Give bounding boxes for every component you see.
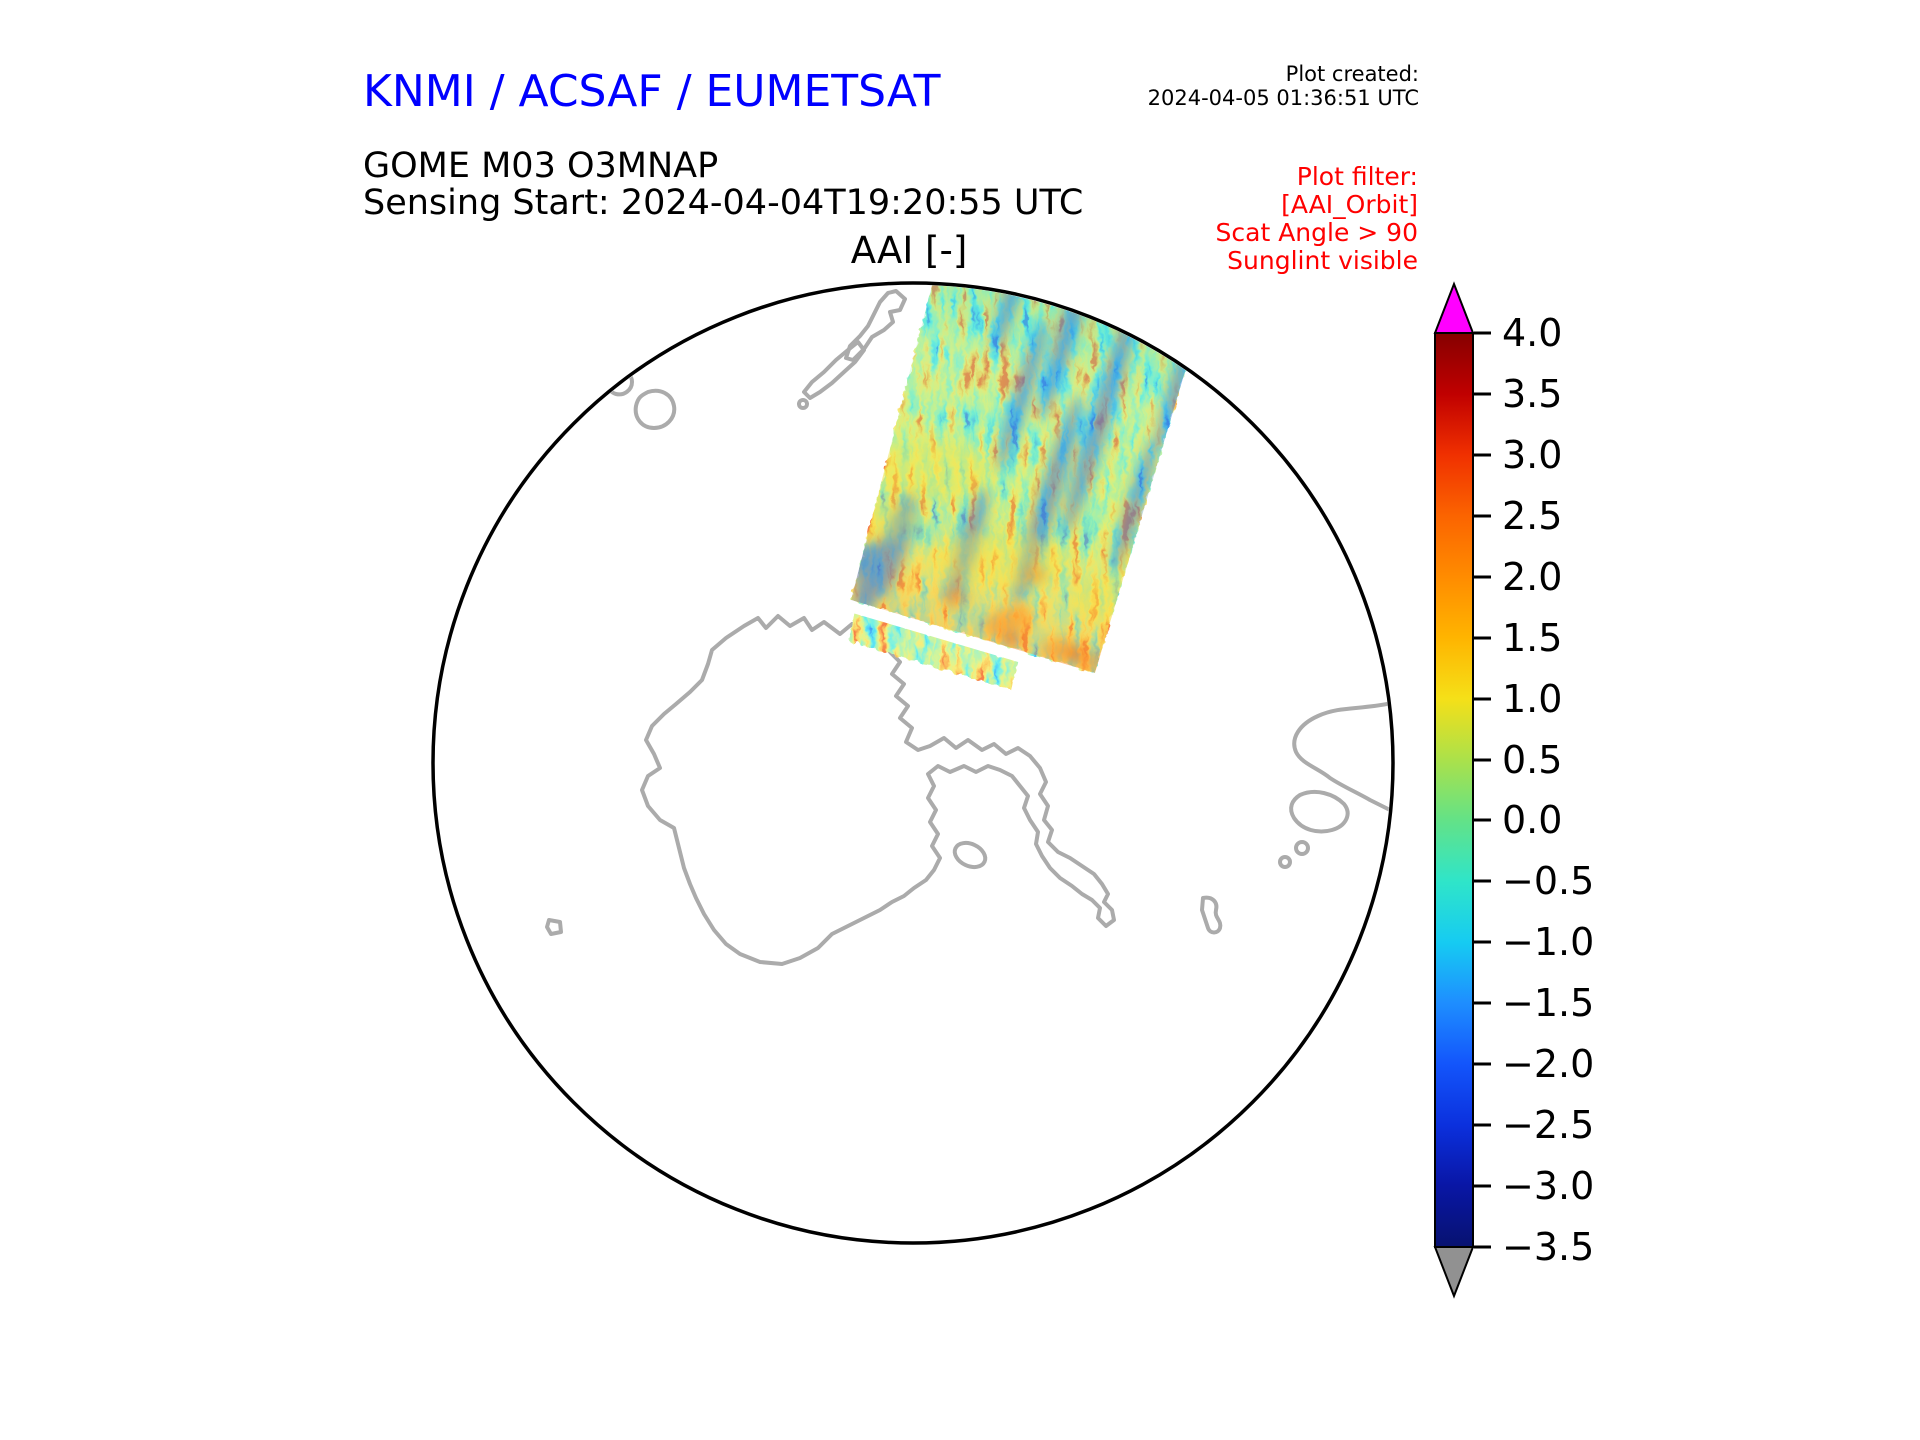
coastline-south-america <box>1292 701 1391 812</box>
plot-filter-note: Plot filter: [AAI_Orbit] Scat Angle > 90… <box>1216 163 1418 275</box>
plot-filter-line-2: [AAI_Orbit] <box>1281 190 1418 219</box>
colorbar-tick-label: −1.0 <box>1502 920 1595 964</box>
swath-gap-line <box>843 601 1124 693</box>
map-title: AAI [-] <box>850 229 968 272</box>
plot-filter-line-1: Plot filter: <box>1296 162 1418 191</box>
colorbar-tick-label: −3.5 <box>1502 1225 1595 1269</box>
coastline-new-zealand-north <box>844 289 907 362</box>
coastline-stewart-island <box>797 398 809 410</box>
coastline-islet-sg <box>1200 895 1223 935</box>
coastline-islet-left <box>545 918 563 936</box>
coastline-islet-sa2 <box>1278 855 1292 869</box>
coastline-islet-sa1 <box>1294 840 1310 856</box>
colorbar-gradient-bar <box>1434 332 1474 1248</box>
colorbar-tick-label: 1.5 <box>1502 616 1563 660</box>
colorbar-tick-label: 0.5 <box>1502 738 1563 782</box>
colorbar-tick-label: −2.0 <box>1502 1042 1595 1086</box>
colorbar-tick-label: 2.5 <box>1502 494 1563 538</box>
swath-warm-spots <box>941 567 1108 672</box>
colorbar-tick-label: −0.5 <box>1502 859 1595 903</box>
product-name: GOME M03 O3MNAP <box>363 146 719 186</box>
colorbar-tick-label: 1.0 <box>1502 677 1563 721</box>
plot-created-time: 2024-04-05 01:36:51 UTC <box>1147 86 1419 110</box>
institution-title: KNMI / ACSAF / EUMETSAT <box>363 66 941 117</box>
colorbar-tick-label: −3.0 <box>1502 1164 1595 1208</box>
sensing-start: Sensing Start: 2024-04-04T19:20:55 UTC <box>363 183 1084 223</box>
colorbar-tick-label: −2.5 <box>1502 1103 1595 1147</box>
plot-created-block: Plot created: 2024-04-05 01:36:51 UTC <box>1148 62 1419 110</box>
colorbar-tick-label: 4.0 <box>1502 311 1563 355</box>
colorbar-under-arrow <box>1433 1246 1475 1299</box>
coastline-lagoon <box>952 840 988 870</box>
coastline-antarctica <box>640 614 1116 966</box>
colorbar-tick-label: 0.0 <box>1502 798 1563 842</box>
plot-created-label: Plot created: <box>1285 62 1419 86</box>
coastline-new-zealand-south <box>802 340 866 400</box>
swath-end-strip <box>848 612 1018 690</box>
colorbar-tick-label: 3.5 <box>1502 372 1563 416</box>
colorbar-over-arrow <box>1433 281 1475 334</box>
colorbar-tick-label: 2.0 <box>1502 555 1563 599</box>
coastline-islet-a <box>633 388 677 430</box>
coastline-tierra-del-fuego <box>1289 790 1350 834</box>
colorbar-tick-label: −1.5 <box>1502 981 1595 1025</box>
colorbar-ticks <box>1474 331 1491 1249</box>
coastlines <box>545 289 1391 966</box>
colorbar <box>1433 281 1491 1299</box>
plot-filter-line-4: Sunglint visible <box>1227 246 1418 275</box>
map-boundary-circle <box>431 281 1395 1245</box>
plot-filter-line-3: Scat Angle > 90 <box>1215 218 1418 247</box>
colorbar-tick-label: 3.0 <box>1502 433 1563 477</box>
